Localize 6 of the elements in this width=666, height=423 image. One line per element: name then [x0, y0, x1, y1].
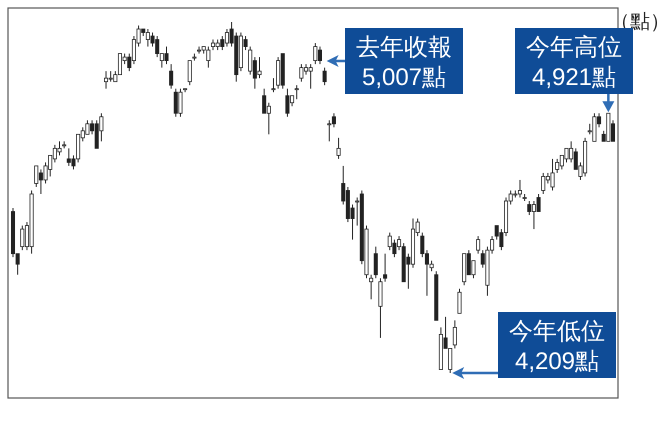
- annotation: 今年高位 4,921點: [515, 28, 633, 94]
- annotation: 今年低位 4,209點: [498, 312, 616, 378]
- annotation: 今年高位 4,921點: [526, 34, 622, 91]
- annotation: 去年收報 5,007點: [345, 28, 463, 94]
- annotation: 去年收報 5,007點: [356, 34, 452, 91]
- annotation: 今年低位 4,209點: [509, 318, 605, 375]
